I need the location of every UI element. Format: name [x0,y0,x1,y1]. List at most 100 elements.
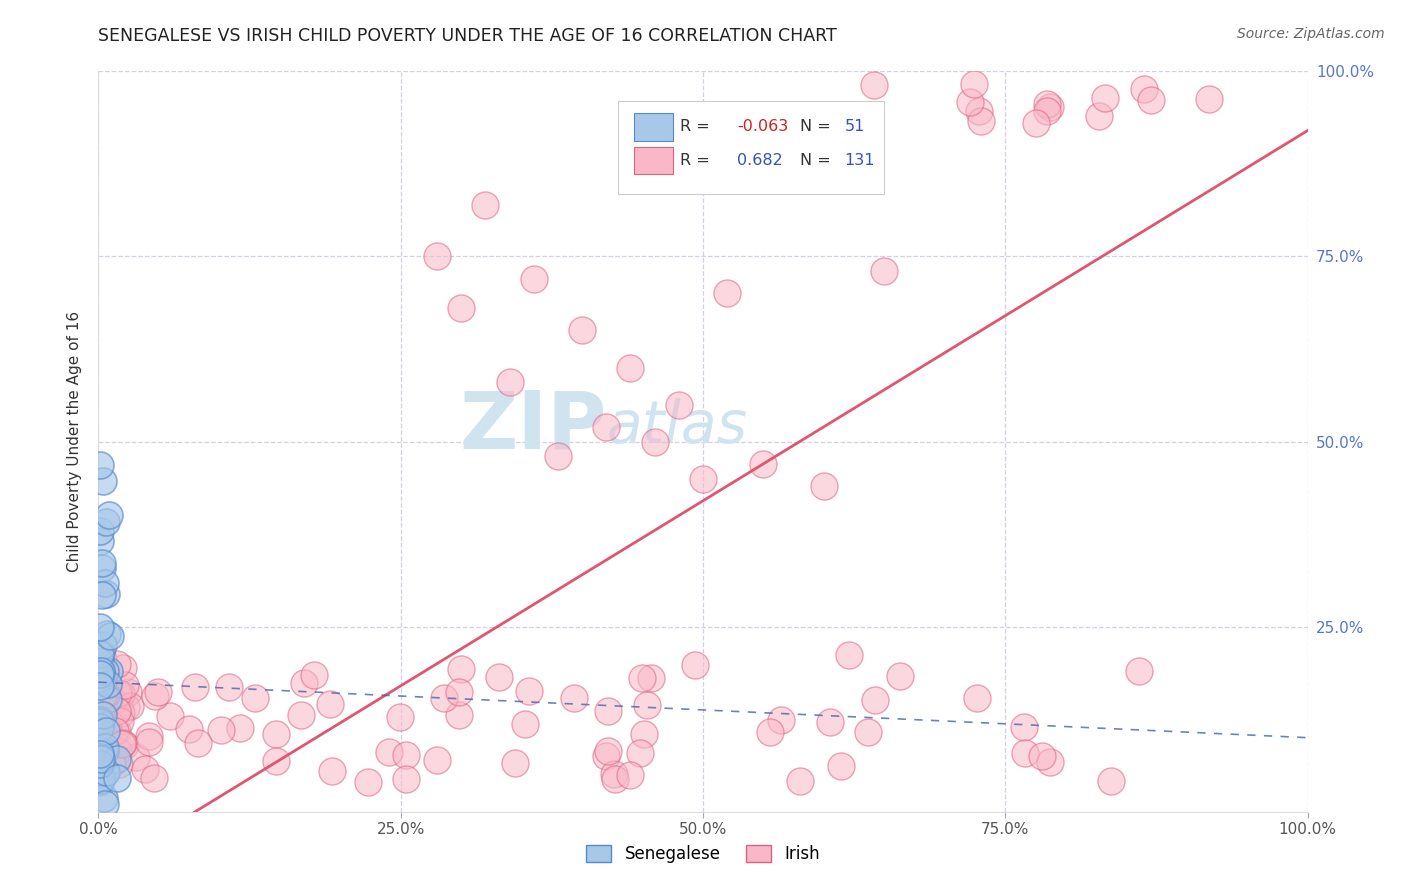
Point [628,747,651,761]
Point [633,727,655,741]
Point [134,763,156,777]
Point [94,664,117,678]
Point [644,434,666,449]
Point [433,690,456,705]
Point [967,104,990,119]
Point [91,688,114,702]
Point [1088,109,1111,123]
Point [449,685,471,699]
Point [1025,116,1047,130]
Point [90,713,112,727]
Point [143,771,166,785]
Point [91,651,114,665]
Point [94,576,117,591]
Point [110,687,132,701]
Point [838,648,860,663]
Point [108,756,131,771]
Point [596,744,619,758]
Text: atlas: atlas [606,398,747,455]
Point [321,764,343,778]
Point [91,756,114,771]
Point [395,772,418,787]
Point [91,588,114,602]
Point [889,669,911,683]
Point [148,684,170,698]
Point [96,587,118,601]
FancyBboxPatch shape [619,101,884,194]
Point [692,471,714,485]
Point [209,723,232,738]
Text: -0.063: -0.063 [737,120,789,135]
Text: R =: R = [681,120,714,135]
Point [966,690,988,705]
Point [91,673,114,688]
Point [187,736,209,750]
Point [125,750,148,764]
Point [94,744,117,758]
Point [619,768,641,782]
Point [636,698,658,712]
Point [564,690,586,705]
Point [90,772,112,787]
Point [97,723,120,737]
Point [218,681,240,695]
Point [304,668,326,682]
Point [143,689,166,703]
Point [110,714,132,728]
Point [357,774,380,789]
Point [318,697,340,711]
Point [830,759,852,773]
Point [89,667,111,681]
Point [89,757,111,772]
Point [264,727,287,741]
Point [138,735,160,749]
Point [93,697,115,711]
Point [110,706,132,721]
Point [96,721,118,735]
Point [94,765,117,780]
Point [91,708,114,723]
Point [97,677,120,691]
Point [1039,100,1062,114]
Text: R =: R = [681,153,720,168]
Point [111,736,134,750]
Point [619,360,641,375]
Point [863,78,886,92]
Point [94,724,117,739]
Point [90,752,112,766]
Point [865,692,887,706]
Point [89,656,111,670]
Point [93,791,115,805]
Point [90,667,112,681]
Point [107,705,129,719]
Point [93,702,115,716]
Point [97,691,120,706]
Point [91,725,114,739]
Point [873,264,896,278]
Legend: Senegalese, Irish: Senegalese, Irish [579,838,827,870]
Text: Source: ZipAtlas.com: Source: ZipAtlas.com [1237,27,1385,41]
Point [90,557,112,571]
Point [89,713,111,727]
Point [104,723,127,738]
Point [97,680,120,694]
Text: 131: 131 [845,153,875,168]
Point [758,724,780,739]
Point [683,658,706,673]
Point [1133,82,1156,96]
Point [94,797,117,812]
Text: ZIP: ZIP [458,388,606,466]
Point [1036,96,1059,111]
Point [243,691,266,706]
Text: SENEGALESE VS IRISH CHILD POVERTY UNDER THE AGE OF 16 CORRELATION CHART: SENEGALESE VS IRISH CHILD POVERTY UNDER … [98,27,837,45]
Point [1039,756,1062,770]
Point [89,714,111,729]
Point [107,685,129,699]
Point [103,694,125,708]
Point [114,738,136,752]
Point [498,376,520,390]
Point [513,717,536,731]
Point [108,698,131,712]
Point [98,629,121,643]
Point [90,645,112,659]
